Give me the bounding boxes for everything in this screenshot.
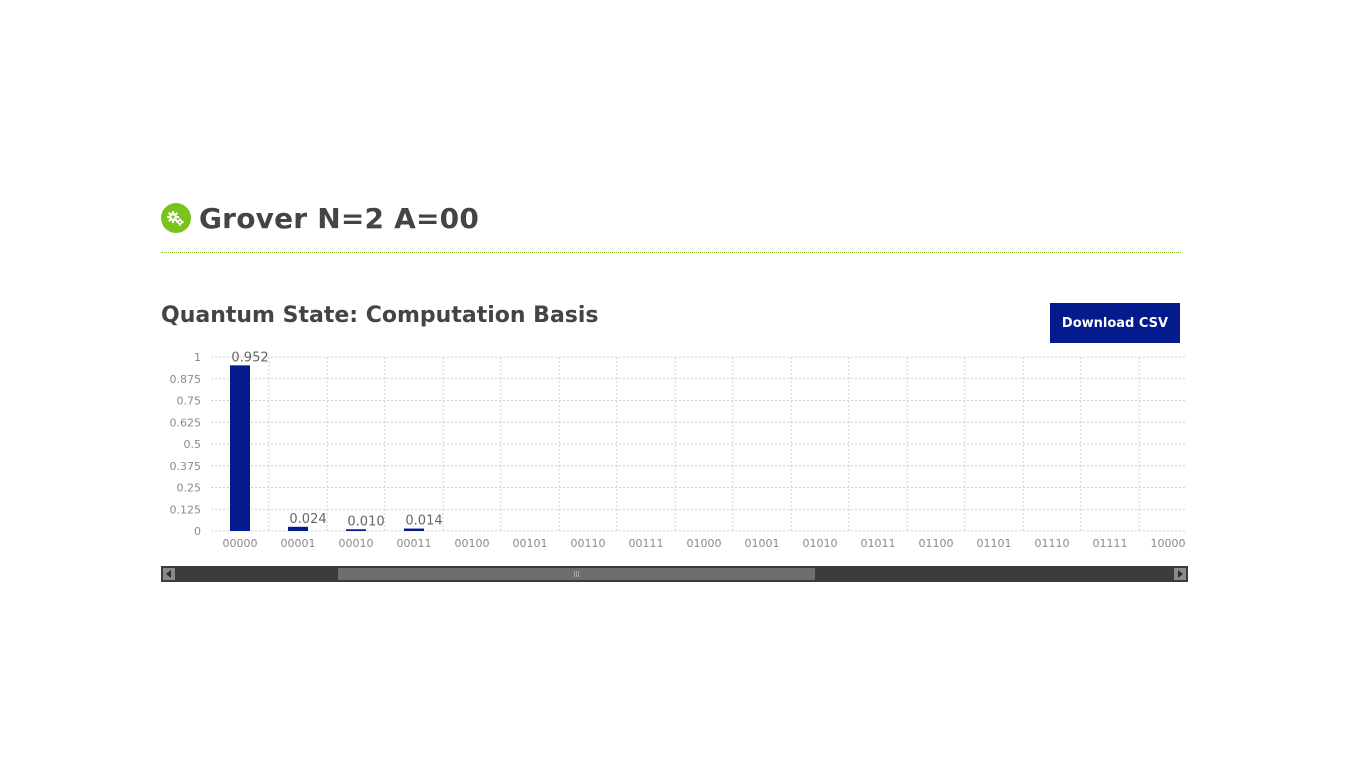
x-tick-label: 01000: [687, 537, 722, 550]
x-tick-label: 00000: [223, 537, 258, 550]
bar-value-label: 0.010: [347, 514, 384, 529]
x-tick-label: 01001: [745, 537, 780, 550]
x-tick-label: 00101: [513, 537, 548, 550]
bar-value-label: 0.024: [289, 512, 326, 527]
scroll-left-arrow-icon[interactable]: [163, 568, 175, 580]
page-header: Grover N=2 A=00: [161, 198, 479, 238]
y-tick-label: 0.5: [184, 438, 202, 451]
x-tick-label: 10000: [1151, 537, 1186, 550]
x-tick-label: 01111: [1093, 537, 1128, 550]
bar-00011: [404, 528, 424, 531]
x-tick-label: 00001: [281, 537, 316, 550]
bar-00001: [288, 526, 308, 531]
bar-value-label: 0.952: [231, 350, 268, 365]
probability-bar-chart: 0 0.125 0.25 0.375 0.5 0.625 0.75 0.875 1 0.952 00…: [170, 350, 1187, 550]
x-tick-label: 00010: [339, 537, 374, 550]
y-tick-label: 0.75: [177, 395, 202, 408]
y-tick-label: 1: [194, 351, 201, 364]
x-tick-label: 00111: [629, 537, 664, 550]
y-tick-label: 0.25: [177, 482, 202, 495]
bar-00010: [346, 529, 366, 531]
section-title: Quantum State: Computation Basis: [161, 303, 599, 328]
grip-icon: [573, 571, 580, 577]
chart-horizontal-scrollbar[interactable]: [161, 566, 1188, 582]
y-tick-label: 0.375: [170, 460, 202, 473]
bar-00000: [230, 365, 250, 531]
title-divider: [161, 252, 1181, 253]
bar-value-label: 0.014: [405, 514, 442, 529]
download-csv-button[interactable]: Download CSV: [1050, 303, 1180, 343]
y-tick-label: 0.125: [170, 503, 202, 516]
x-tick-label: 01110: [1035, 537, 1070, 550]
x-tick-label: 01100: [919, 537, 954, 550]
y-tick-label: 0: [194, 525, 201, 538]
page-title: Grover N=2 A=00: [199, 201, 480, 235]
x-tick-label: 01011: [861, 537, 896, 550]
x-tick-label: 01101: [977, 537, 1012, 550]
y-tick-label: 0.875: [170, 373, 202, 386]
x-tick-label: 00100: [455, 537, 490, 550]
gears-icon: [161, 203, 191, 233]
x-tick-label: 01010: [803, 537, 838, 550]
x-tick-label: 00011: [397, 537, 432, 550]
x-tick-label: 00110: [571, 537, 606, 550]
y-tick-label: 0.625: [170, 416, 202, 429]
scroll-right-arrow-icon[interactable]: [1174, 568, 1186, 580]
scrollbar-thumb[interactable]: [338, 568, 815, 580]
